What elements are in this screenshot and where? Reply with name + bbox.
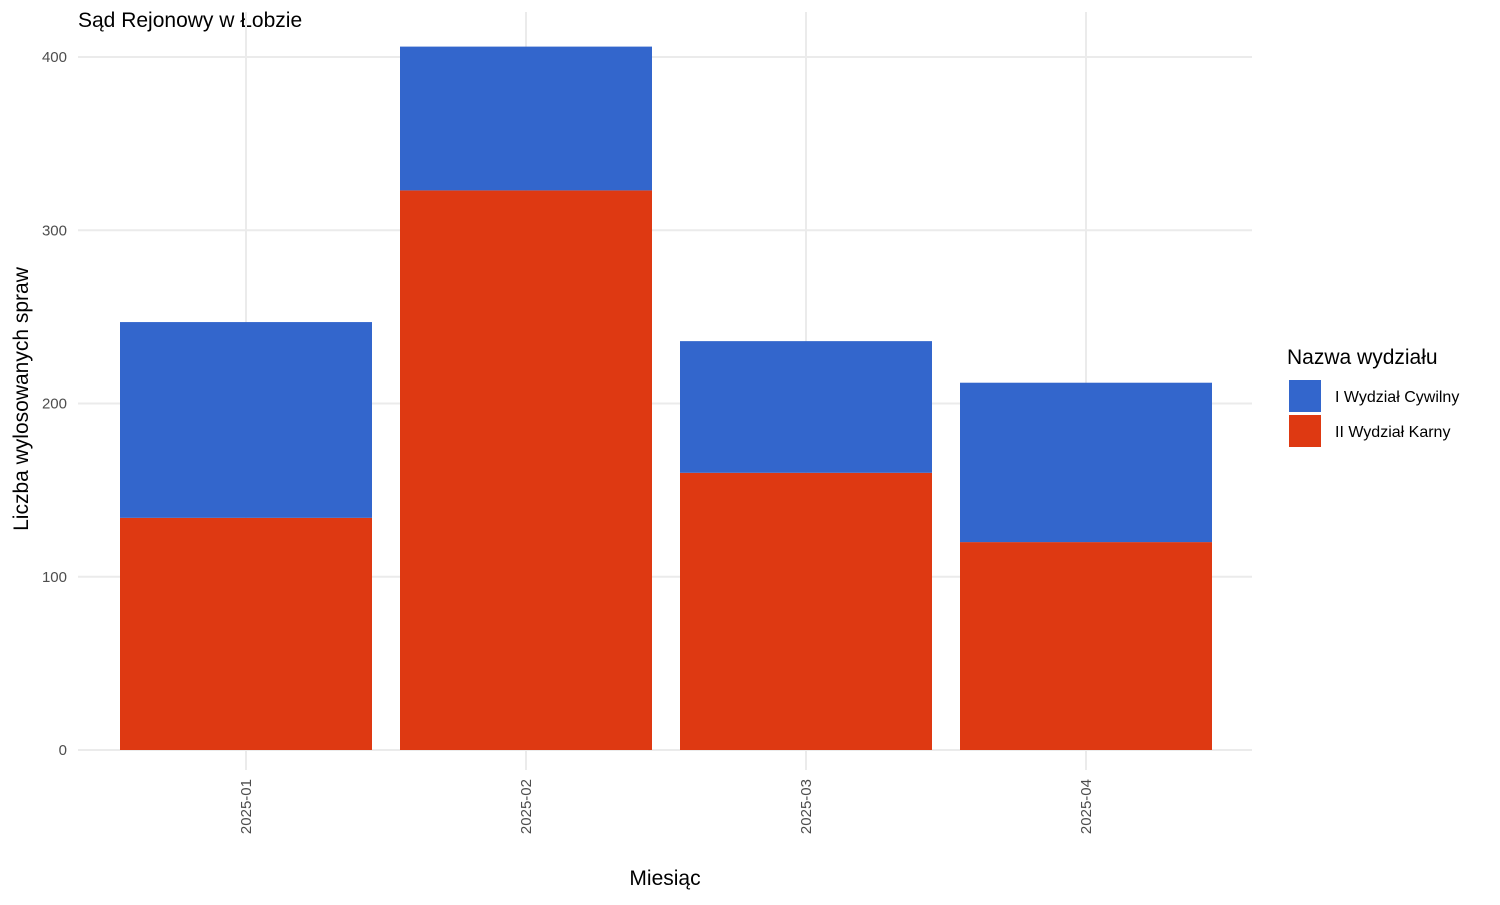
x-axis-title: Miesiąc — [629, 867, 700, 890]
y-tick-label: 200 — [42, 396, 67, 413]
bar-segment — [400, 46, 652, 191]
legend: Nazwa wydziału I Wydział Cywilny II Wydzi… — [1287, 346, 1459, 447]
bar-segment — [960, 542, 1212, 750]
legend-title: Nazwa wydziału — [1287, 346, 1438, 369]
x-axis-ticks: 2025-01 2025-02 2025-03 2025-04 — [238, 779, 1095, 834]
legend-label: I Wydział Cywilny — [1335, 389, 1459, 406]
bar-segment — [120, 322, 372, 518]
y-axis-ticks: 0 100 200 300 400 — [42, 49, 67, 759]
y-tick-label: 0 — [59, 742, 67, 759]
chart-title: Sąd Rejonowy w Łobzie — [78, 9, 302, 32]
x-tick-label: 2025-01 — [238, 779, 255, 834]
y-tick-label: 400 — [42, 49, 67, 66]
x-tick-label: 2025-02 — [518, 779, 535, 834]
bar-segment — [120, 517, 372, 750]
y-tick-label: 300 — [42, 222, 67, 239]
x-tick-label: 2025-04 — [1078, 779, 1095, 834]
bar-segment — [680, 472, 932, 750]
x-tick-label: 2025-03 — [798, 779, 815, 834]
bars-group — [120, 46, 1212, 751]
y-tick-label: 100 — [42, 569, 67, 586]
bar-segment — [960, 382, 1212, 543]
y-axis-title: Liczba wylosowanych spraw — [10, 266, 33, 531]
legend-key — [1289, 380, 1321, 412]
bar-segment — [680, 341, 932, 473]
legend-label: II Wydział Karny — [1335, 424, 1450, 441]
legend-key — [1289, 415, 1321, 447]
bar-segment — [400, 190, 652, 751]
